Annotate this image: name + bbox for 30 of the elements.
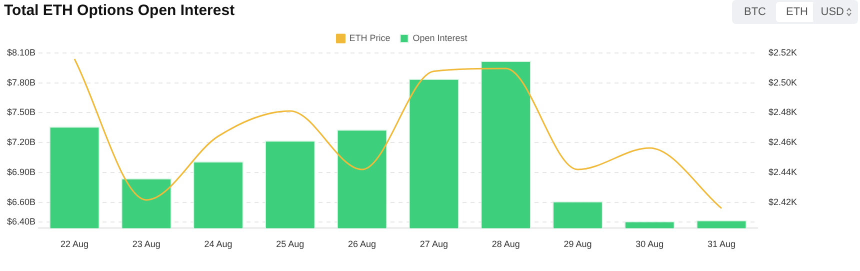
x-tick-label: 25 Aug [276, 239, 304, 250]
legend-label: ETH Price [349, 32, 390, 43]
y-tick-label: $6.90B [6, 166, 36, 177]
y2-tick-label: $2.50K [768, 77, 798, 88]
x-tick-label: 23 Aug [132, 239, 160, 250]
y-tick-label: $7.20B [6, 137, 36, 148]
x-tick-label: 24 Aug [204, 239, 232, 250]
x-tick-label: 27 Aug [420, 239, 448, 250]
x-tick-label: 28 Aug [492, 239, 520, 250]
y-tick-label: $6.40B [6, 216, 36, 227]
x-tick-label: 22 Aug [60, 239, 88, 250]
y-tick-label: $7.50B [6, 107, 36, 118]
x-tick-label: 30 Aug [636, 239, 664, 250]
x-tick-label: 26 Aug [348, 239, 376, 250]
y2-tick-label: $2.46K [768, 137, 798, 148]
y2-tick-label: $2.48K [768, 107, 798, 118]
x-tick-label: 31 Aug [708, 239, 736, 250]
y-tick-label: $8.10B [6, 47, 36, 58]
y2-tick-label: $2.52K [768, 47, 798, 58]
text: USD [820, 5, 845, 20]
line-series [74, 58, 722, 210]
y2-tick-label: $2.42K [768, 196, 798, 207]
legend-label: Open Interest [412, 32, 468, 43]
y2-tick-label: $2.44K [768, 166, 798, 177]
text: BTC [743, 5, 767, 20]
text: ETH [776, 2, 818, 22]
chart-title: Total ETH Options Open Interest [4, 2, 235, 20]
x-tick-label: 29 Aug [564, 239, 592, 250]
y-tick-label: $7.80B [6, 77, 36, 88]
y-tick-label: $6.60B [6, 196, 36, 207]
